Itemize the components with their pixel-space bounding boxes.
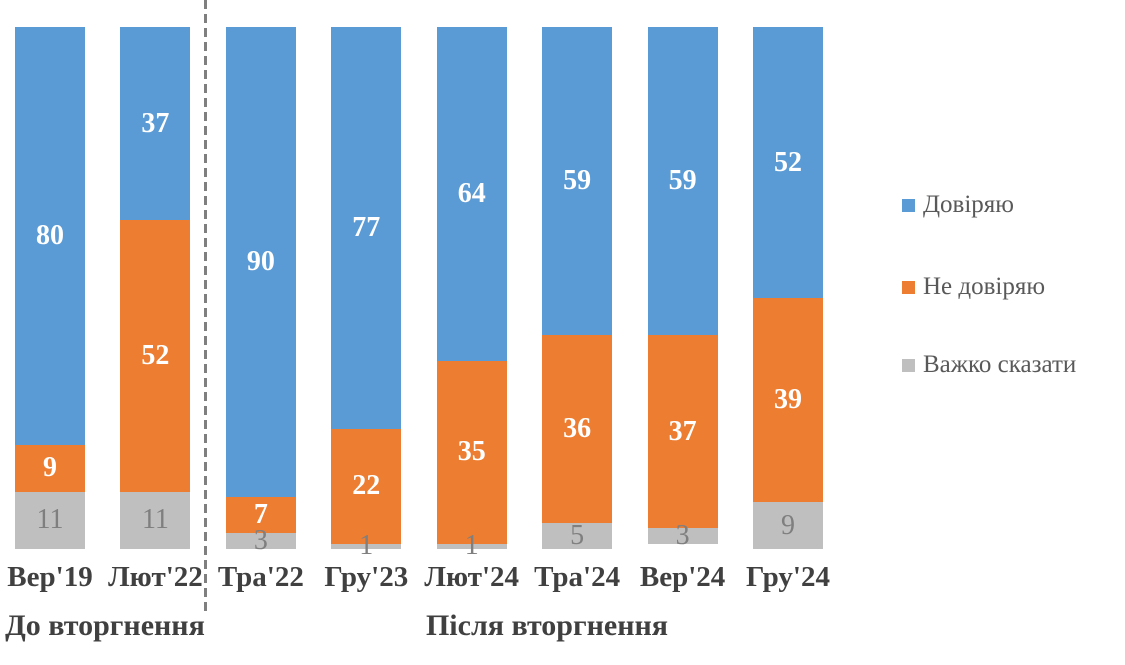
x-axis-label-5: Лют'24 [424,561,520,593]
legend-swatch-trust-icon [902,198,915,212]
data-label: 59 [668,164,697,196]
bar-segment-series-2: 39 [753,298,823,503]
bar-column-4: 77 22 1 [331,27,402,560]
bar-segment-series-3: 3 [647,521,718,549]
x-axis-label-3: Тра'22 [217,561,304,593]
bar-column-5: 64 35 1 [436,27,507,560]
legend-swatch-hard-to-say-icon [902,358,915,372]
data-label: 80 [36,219,64,251]
bar-segment-series-1: 80 [15,27,85,445]
bar-segment-series-2: 22 [331,428,402,544]
data-label: 11 [36,504,64,536]
bar-column-2: 37 52 11 [120,27,191,549]
bar-segment-series-2: 37 [647,334,718,529]
bar-segment-series-2: 7 [225,496,296,534]
legend-item-trust: Довіряю [902,191,1014,218]
legend-item-hard-to-say: Важко сказати [902,351,1076,378]
legend-label-trust: Довіряю [923,191,1014,218]
bar-segment-series-2: 9 [15,444,85,492]
bar-segment-series-3: 5 [542,519,613,551]
bar-column-1: 80 9 11 [15,27,85,549]
bar-segment-series-1: 52 [753,27,823,299]
x-axis-label-1: Вер'19 [7,561,93,593]
plot-area: 80 9 11 37 52 11 90 7 3 77 22 1 64 35 1 59 36 5 59 37 3 52 39 9 [15,27,825,560]
data-label: 90 [246,245,275,277]
data-label: 52 [774,146,802,178]
bar-segment-series-3: 3 [225,527,296,555]
data-label: 11 [141,504,169,536]
bar-segment-series-3: 1 [331,532,402,560]
x-axis-label-8: Гру'24 [746,561,830,593]
bar-segment-series-2: 52 [120,220,191,492]
bar-segment-series-1: 64 [436,27,507,362]
data-label: 39 [774,384,802,416]
data-label: 22 [352,470,381,502]
data-label: 3 [675,519,690,551]
x-axis: Вер'19 Лют'22 Тра'22 Гру'23 Лют'24 Тра'24 Вер'… [7,561,830,595]
bar-segment-series-3: 11 [15,491,85,549]
bar-column-7: 59 37 3 [647,27,718,549]
group-label-before-invasion: До вторгнення [5,609,205,642]
data-label: 7 [253,499,268,531]
bar-segment-series-2: 36 [542,334,613,523]
bar-segment-series-2: 35 [436,361,507,544]
x-axis-label-6: Тра'24 [534,561,621,593]
legend: Довіряю Не довіряю Важко сказати [902,0,1122,450]
bar-segment-series-1: 37 [120,27,191,221]
group-label-after-invasion: Після вторгнення [425,609,669,642]
data-label: 3 [253,525,268,557]
data-label: 1 [464,530,479,562]
bar-segment-series-1: 59 [542,27,613,335]
data-label: 52 [141,339,170,371]
bar-segment-series-3: 1 [436,532,507,560]
x-axis-label-4: Гру'23 [324,561,409,593]
data-label: 37 [668,415,697,447]
legend-swatch-no-trust-icon [902,280,915,294]
legend-label-hard-to-say: Важко сказати [923,351,1077,378]
data-label: 5 [570,519,585,551]
bar-segment-series-3: 11 [120,491,191,549]
x-axis-label-2: Лют'22 [108,561,203,593]
data-label: 35 [457,436,486,468]
data-label: 9 [781,509,795,541]
data-label: 36 [563,412,592,444]
data-label: 37 [141,107,170,139]
legend-item-no-trust: Не довіряю [902,273,1045,300]
data-label: 77 [352,211,381,243]
bar-column-8: 52 39 9 [753,27,823,549]
bar-column-3: 90 7 3 [225,27,296,555]
bar-segment-series-1: 59 [647,27,718,335]
data-label: 9 [43,452,57,484]
x-axis-label-7: Вер'24 [639,561,726,593]
invasion-divider-dashed-line [204,0,207,612]
bar-segment-series-1: 77 [331,27,402,429]
data-label: 64 [457,178,486,210]
data-label: 59 [563,164,592,196]
bar-segment-series-3: 9 [753,502,823,549]
data-label: 1 [359,530,374,562]
bar-segment-series-1: 90 [225,27,296,497]
bar-column-6: 59 36 5 [542,27,613,551]
legend-label-no-trust: Не довіряю [923,273,1046,300]
